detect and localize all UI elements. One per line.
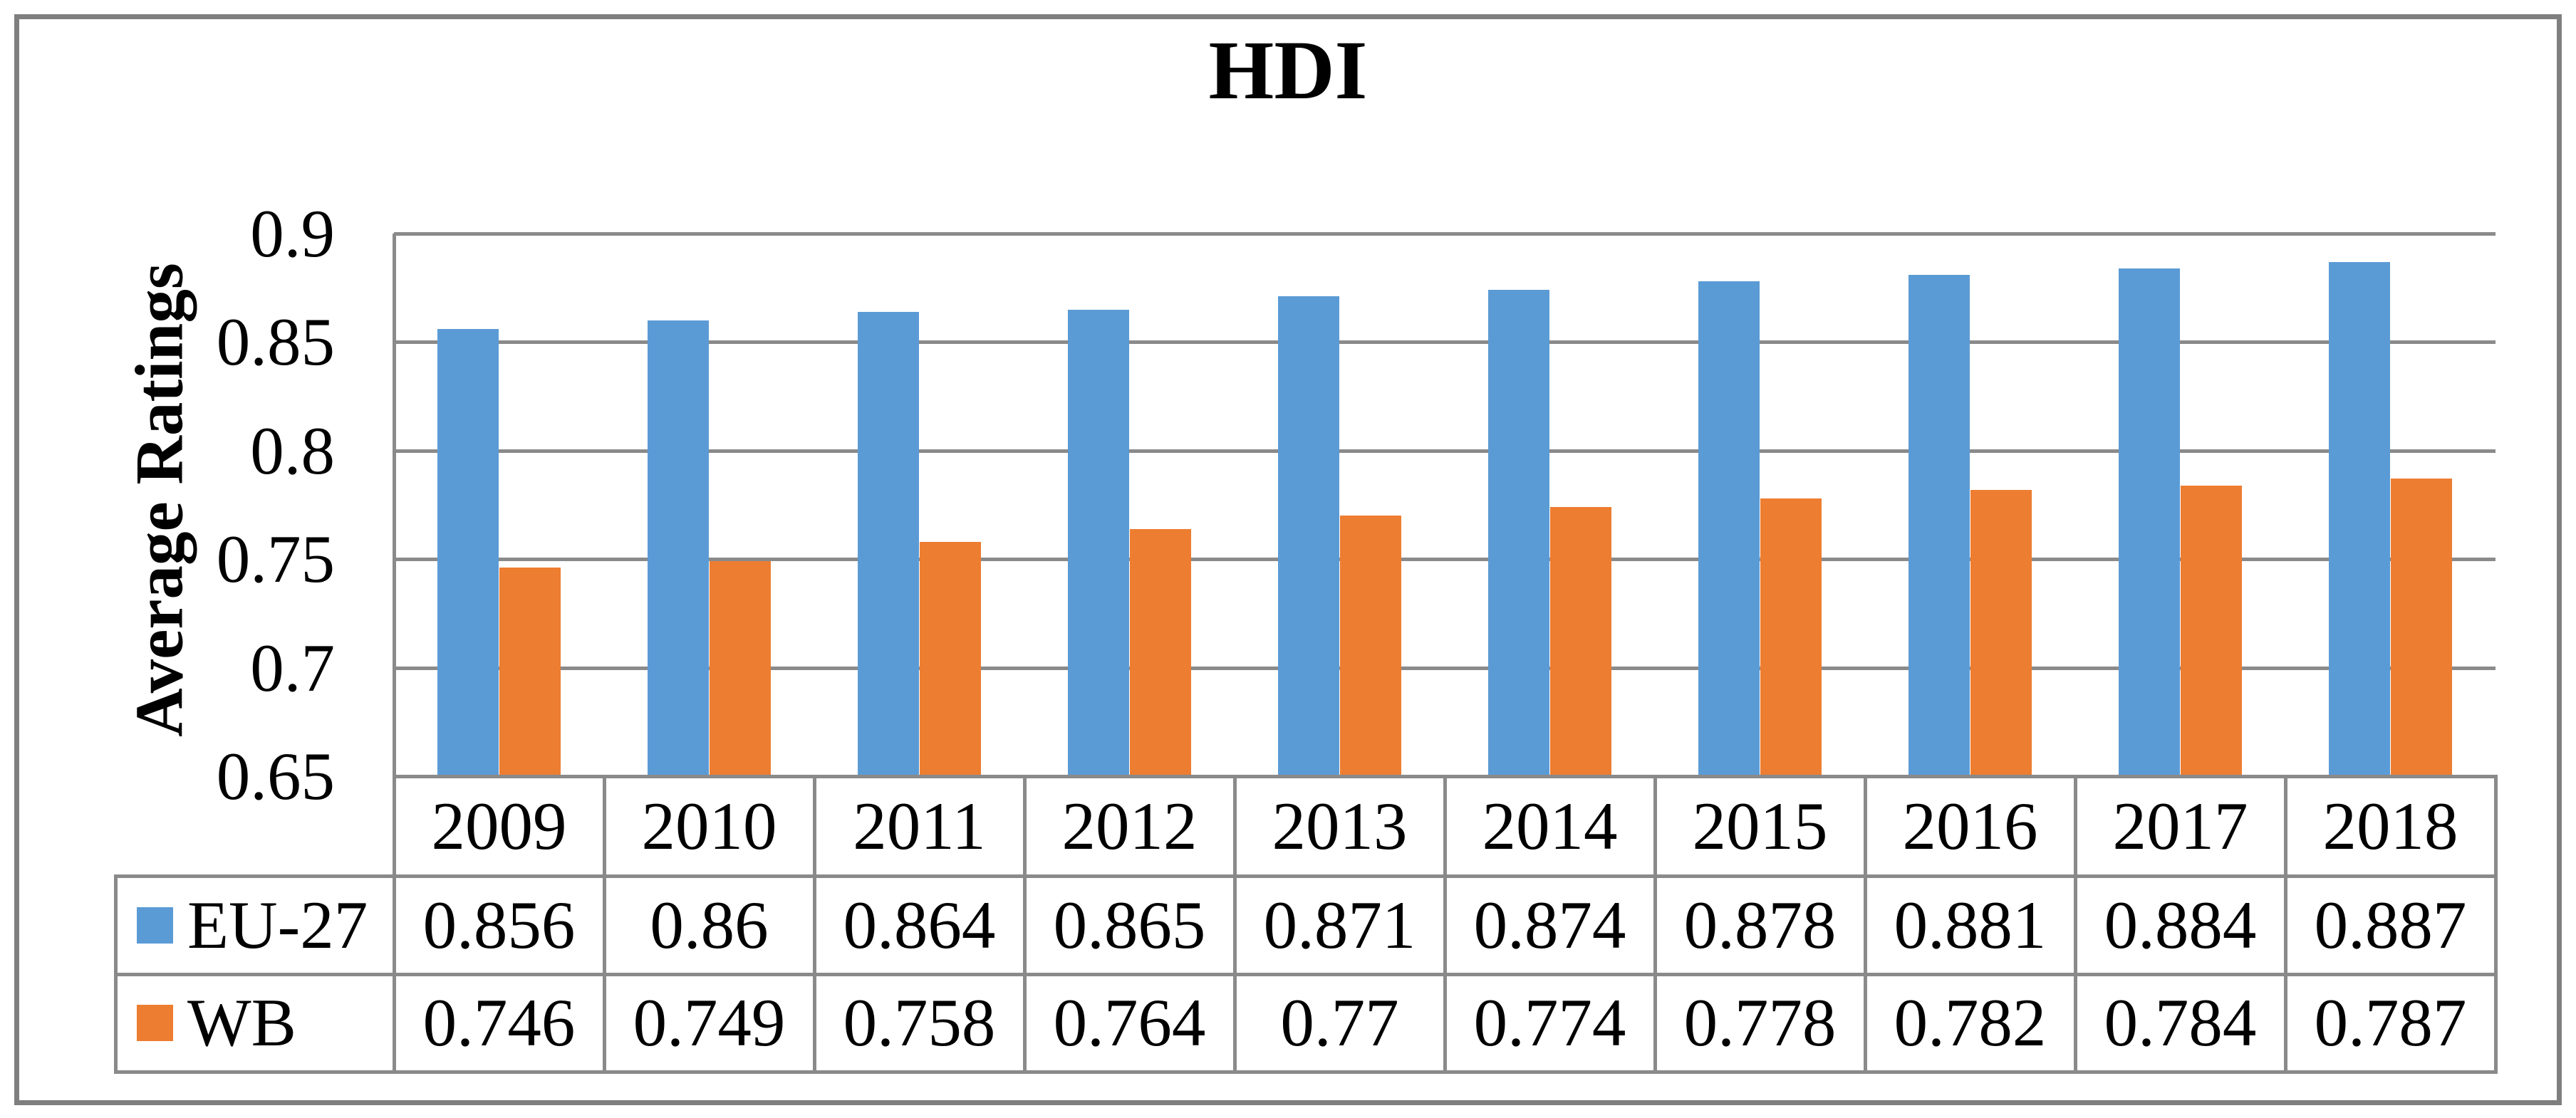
value-cell-eu-27-2010: 0.86 [650, 887, 769, 963]
bar-eu-27-2014 [1488, 290, 1549, 778]
bar-eu-27-2009 [437, 329, 499, 778]
bar-eu-27-2018 [2329, 261, 2390, 778]
year-cell-2014: 2014 [1482, 788, 1618, 864]
value-cell-wb-2012: 0.764 [1053, 985, 1206, 1060]
value-cell-wb-2010: 0.749 [633, 985, 786, 1060]
value-cell-eu-27-2015: 0.878 [1683, 887, 1837, 963]
bar-eu-27-2015 [1698, 281, 1760, 778]
legend-swatch-wb [137, 1005, 173, 1041]
y-gridline-0-9 [394, 232, 2496, 236]
value-cell-eu-27-2012: 0.865 [1053, 887, 1206, 963]
value-cell-eu-27-2011: 0.864 [843, 887, 996, 963]
table-border-v9 [2284, 775, 2287, 1074]
table-border-v7 [1864, 775, 1867, 1074]
y-tick-label-0-8: 0.8 [250, 412, 335, 489]
value-cell-wb-2018: 0.787 [2314, 985, 2467, 1060]
table-border-h1 [114, 874, 2498, 878]
table-border-v0 [393, 775, 396, 1074]
value-cell-eu-27-2017: 0.884 [2104, 887, 2257, 963]
table-border-legend-left [114, 874, 118, 1074]
table-border-v3 [1023, 775, 1027, 1074]
bar-eu-27-2016 [1908, 274, 1970, 778]
legend-cell-wb: WB [115, 974, 394, 1072]
value-cell-wb-2016: 0.782 [1894, 985, 2047, 1060]
bar-wb-2009 [499, 568, 561, 778]
value-cell-wb-2014: 0.774 [1473, 985, 1626, 1060]
chart-outer-border [14, 14, 2562, 1105]
y-tick-label-0-75: 0.75 [216, 521, 335, 597]
bar-eu-27-2013 [1278, 296, 1339, 778]
y-tick-label-0-65: 0.65 [216, 738, 335, 814]
y-gridline-0-85 [394, 340, 2496, 345]
value-cell-wb-2017: 0.784 [2104, 985, 2257, 1060]
bar-wb-2018 [2391, 479, 2452, 778]
chart-title: HDI [1208, 23, 1368, 117]
value-cell-wb-2011: 0.758 [843, 985, 996, 1060]
table-border-v4 [1233, 775, 1237, 1074]
value-cell-eu-27-2009: 0.856 [422, 887, 576, 963]
year-cell-2009: 2009 [431, 788, 567, 864]
y-gridline-0-8 [394, 449, 2496, 453]
bar-wb-2010 [710, 561, 771, 778]
table-border-h2 [114, 973, 2498, 976]
y-axis-line [393, 234, 396, 776]
legend-swatch-eu-27 [137, 907, 173, 944]
year-cell-2016: 2016 [1902, 788, 2038, 864]
year-cell-2015: 2015 [1692, 788, 1828, 864]
y-tick-label-0-85: 0.85 [216, 304, 335, 380]
value-cell-eu-27-2018: 0.887 [2314, 887, 2467, 963]
y-gridline-0-75 [394, 558, 2496, 562]
year-cell-2013: 2013 [1272, 788, 1408, 864]
value-cell-wb-2013: 0.77 [1280, 985, 1399, 1060]
y-gridline-0-7 [394, 666, 2496, 670]
table-border-v2 [813, 775, 816, 1074]
value-cell-eu-27-2016: 0.881 [1894, 887, 2047, 963]
bar-eu-27-2017 [2119, 268, 2180, 778]
value-cell-eu-27-2014: 0.874 [1473, 887, 1626, 963]
table-border-v6 [1653, 775, 1657, 1074]
bar-wb-2014 [1550, 507, 1611, 778]
value-cell-eu-27-2013: 0.871 [1263, 887, 1416, 963]
bar-wb-2013 [1340, 516, 1401, 778]
year-cell-2011: 2011 [853, 788, 986, 864]
bar-wb-2016 [1970, 489, 2032, 778]
legend-label-eu-27: EU-27 [187, 887, 368, 963]
y-tick-label-0-9: 0.9 [250, 196, 335, 271]
bar-eu-27-2010 [648, 320, 709, 778]
y-tick-label-0-7: 0.7 [250, 629, 335, 706]
table-border-v5 [1443, 775, 1447, 1074]
bar-eu-27-2012 [1068, 309, 1129, 778]
bar-wb-2015 [1760, 498, 1822, 778]
table-border-v10 [2494, 775, 2498, 1074]
bar-wb-2011 [920, 541, 981, 778]
table-border-v8 [2074, 775, 2077, 1074]
legend-label-wb: WB [187, 985, 297, 1060]
bar-eu-27-2011 [858, 311, 919, 778]
bar-wb-2012 [1130, 528, 1191, 778]
year-cell-2017: 2017 [2112, 788, 2248, 864]
legend-cell-eu-27: EU-27 [115, 876, 394, 974]
value-cell-wb-2015: 0.778 [1683, 985, 1837, 1060]
table-border-h3 [114, 1070, 2498, 1074]
table-border-v1 [603, 775, 606, 1074]
value-cell-wb-2009: 0.746 [422, 985, 576, 1060]
year-cell-2010: 2010 [641, 788, 777, 864]
bar-wb-2017 [2181, 485, 2242, 778]
year-cell-2012: 2012 [1061, 788, 1198, 864]
year-cell-2018: 2018 [2322, 788, 2458, 864]
